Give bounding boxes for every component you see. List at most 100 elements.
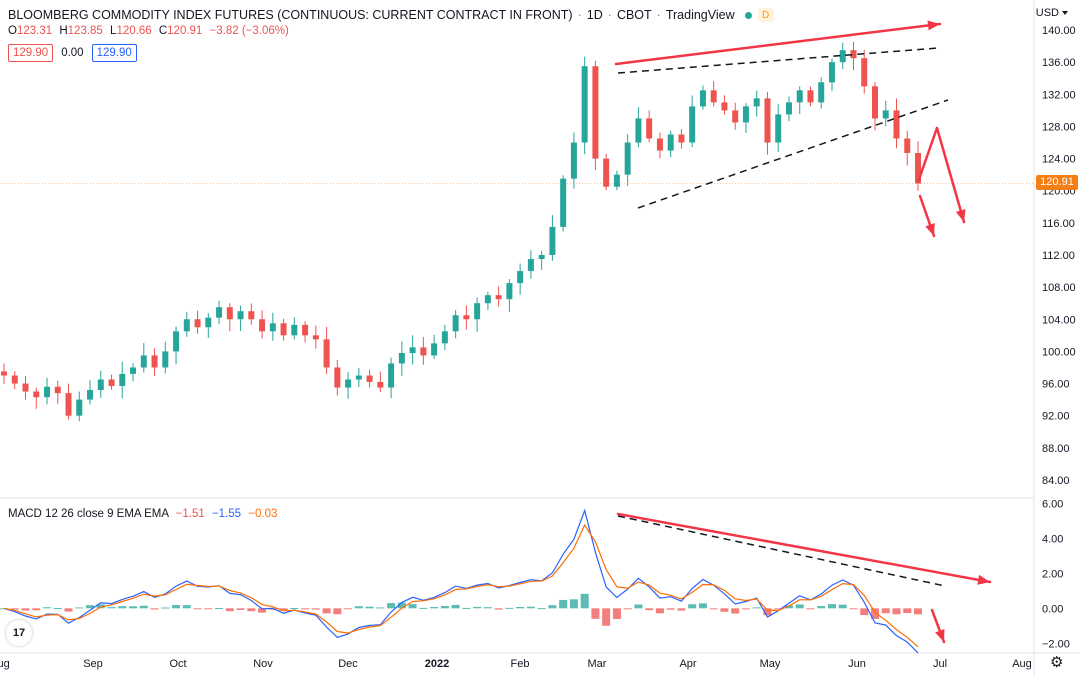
candle[interactable]	[915, 141, 921, 191]
candle-body[interactable]	[355, 375, 362, 380]
candle[interactable]	[463, 305, 470, 330]
candle[interactable]	[420, 336, 427, 365]
arrow-down-right-head[interactable]	[955, 209, 966, 222]
candle-body[interactable]	[366, 375, 373, 382]
candle-body[interactable]	[807, 90, 814, 103]
arrow-trendline-top-head[interactable]	[927, 20, 940, 31]
candle-body[interactable]	[151, 355, 158, 368]
candle[interactable]	[882, 100, 889, 127]
candle[interactable]	[613, 170, 620, 191]
candle-body[interactable]	[409, 347, 416, 354]
dashed-trendline-macd[interactable]	[617, 515, 946, 587]
candle-body[interactable]	[22, 383, 29, 392]
candle-body[interactable]	[732, 110, 739, 123]
dashed-trendline-upper[interactable]	[617, 47, 939, 74]
candle[interactable]	[237, 305, 244, 332]
candle[interactable]	[130, 363, 137, 382]
candle-body[interactable]	[796, 90, 803, 103]
candle-body[interactable]	[581, 66, 588, 143]
arrow-down-left-head[interactable]	[925, 223, 935, 236]
candle-body[interactable]	[839, 50, 846, 63]
candle[interactable]	[678, 129, 685, 149]
candle-body[interactable]	[452, 315, 459, 332]
candle-body[interactable]	[893, 110, 900, 139]
candle[interactable]	[280, 318, 287, 341]
candle-body[interactable]	[538, 255, 545, 260]
candle-body[interactable]	[194, 319, 201, 328]
candle-body[interactable]	[312, 335, 319, 340]
candle-body[interactable]	[656, 138, 663, 151]
candle[interactable]	[570, 132, 577, 189]
candle-body[interactable]	[689, 106, 696, 143]
arrow-retest[interactable]	[916, 127, 939, 183]
candle-body[interactable]	[506, 283, 513, 300]
candle[interactable]	[904, 130, 911, 166]
candle[interactable]	[818, 77, 825, 109]
candle[interactable]	[22, 376, 29, 400]
candle[interactable]	[11, 371, 18, 390]
candle[interactable]	[646, 110, 653, 143]
candle-body[interactable]	[742, 106, 749, 123]
currency-selector[interactable]: USD	[1036, 7, 1068, 19]
candle-body[interactable]	[119, 373, 126, 386]
candle[interactable]	[205, 312, 212, 338]
candle-body[interactable]	[87, 389, 94, 400]
candle[interactable]	[710, 81, 717, 107]
candle-body[interactable]	[570, 142, 577, 179]
candle[interactable]	[742, 103, 749, 133]
candle[interactable]	[624, 134, 631, 186]
candle[interactable]	[54, 380, 61, 404]
candle[interactable]	[893, 98, 900, 149]
candle-body[interactable]	[130, 367, 137, 374]
candle[interactable]	[194, 310, 201, 334]
candle[interactable]	[517, 263, 524, 295]
candle[interactable]	[44, 377, 51, 405]
candle-body[interactable]	[33, 391, 40, 398]
candle-body[interactable]	[248, 311, 255, 320]
candle-body[interactable]	[1, 371, 7, 376]
candle-body[interactable]	[667, 134, 674, 151]
candle[interactable]	[345, 372, 352, 399]
candle[interactable]	[334, 360, 341, 396]
candle[interactable]	[65, 383, 72, 420]
candle[interactable]	[764, 91, 771, 155]
candle[interactable]	[323, 326, 330, 374]
candle-body[interactable]	[592, 66, 599, 159]
candle-body[interactable]	[173, 331, 180, 352]
candle-body[interactable]	[764, 98, 771, 143]
macd-label[interactable]: MACD 12 26 close 9 EMA EMA	[8, 508, 169, 520]
candle[interactable]	[592, 60, 599, 170]
candle-body[interactable]	[302, 324, 309, 336]
candle-body[interactable]	[850, 50, 857, 59]
candle-body[interactable]	[517, 271, 524, 284]
candle[interactable]	[291, 317, 298, 340]
candle-body[interactable]	[624, 142, 631, 175]
arrow-down-right[interactable]	[935, 126, 966, 224]
candle[interactable]	[302, 321, 309, 343]
candle-body[interactable]	[441, 331, 448, 344]
candle[interactable]	[753, 90, 760, 117]
candle[interactable]	[603, 153, 610, 191]
candle[interactable]	[635, 107, 642, 148]
arrow-trendline-macd[interactable]	[616, 512, 992, 584]
candle-body[interactable]	[76, 399, 83, 416]
bid-box[interactable]: 129.90	[8, 44, 54, 62]
candle-body[interactable]	[216, 307, 223, 318]
tv-logo-icon[interactable]: 17	[6, 620, 32, 646]
candle-body[interactable]	[431, 343, 438, 356]
candle[interactable]	[366, 369, 373, 388]
ask-box[interactable]: 129.90	[91, 44, 137, 62]
candle-body[interactable]	[280, 323, 287, 336]
candle-body[interactable]	[140, 355, 147, 368]
candle[interactable]	[216, 300, 223, 325]
candle-body[interactable]	[97, 379, 104, 390]
candle-body[interactable]	[775, 114, 782, 143]
candle[interactable]	[527, 250, 534, 279]
arrow-trendline-top[interactable]	[614, 22, 942, 66]
candle-body[interactable]	[54, 386, 61, 394]
candle-body[interactable]	[721, 102, 728, 111]
candle-body[interactable]	[205, 317, 212, 328]
candle[interactable]	[87, 380, 94, 405]
candle[interactable]	[162, 341, 169, 374]
candle-body[interactable]	[323, 339, 330, 368]
